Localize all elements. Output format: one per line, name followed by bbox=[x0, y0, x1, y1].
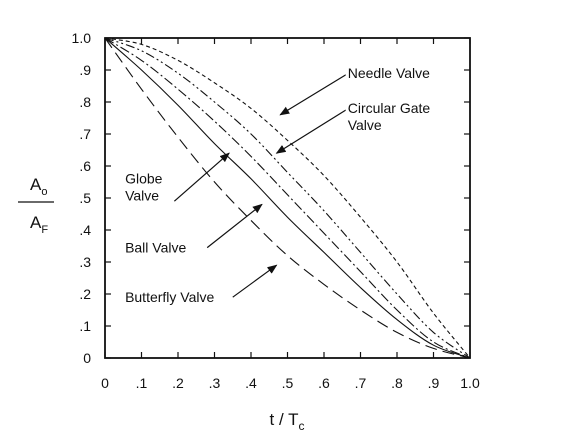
arrow-needle-valve bbox=[279, 74, 347, 116]
x-tick-label: .9 bbox=[428, 375, 440, 391]
y-label-numerator-main: A bbox=[30, 175, 42, 194]
curve-ball-valve bbox=[104, 37, 471, 359]
annotation-arrows-layer bbox=[173, 74, 347, 298]
x-tick-label: 1.0 bbox=[460, 375, 480, 391]
label-backdrop bbox=[123, 238, 189, 257]
label-backdrop bbox=[123, 169, 165, 205]
y-label-denominator-sub: F bbox=[41, 224, 48, 236]
arrow-butterfly-valve bbox=[232, 264, 278, 298]
label-line: Valve bbox=[125, 188, 159, 204]
x-axis-title-sub: c bbox=[298, 419, 304, 433]
x-tick-label: .5 bbox=[282, 375, 294, 391]
x-axis-title-main: t / T bbox=[270, 410, 299, 429]
x-tick-label: .8 bbox=[391, 375, 403, 391]
x-tick-label: .1 bbox=[136, 375, 148, 391]
y-tick-label: .9 bbox=[79, 62, 91, 78]
curve-circular-gate-valve bbox=[104, 37, 471, 359]
y-tick-label: .3 bbox=[79, 254, 91, 270]
x-tick-label: .7 bbox=[355, 375, 367, 391]
x-axis-title: t / Tc bbox=[270, 410, 305, 433]
x-tick-label: .4 bbox=[245, 375, 257, 391]
curve-needle-valve bbox=[104, 37, 471, 359]
curve-globe-valve bbox=[104, 37, 471, 359]
x-tick-label: .6 bbox=[318, 375, 330, 391]
label-backdrop bbox=[123, 288, 217, 306]
label-backdrop bbox=[345, 99, 433, 135]
arrow-globe-valve bbox=[173, 152, 230, 202]
y-tick-label: .8 bbox=[79, 94, 91, 110]
x-tick-label: 0 bbox=[101, 375, 109, 391]
label-line: Needle Valve bbox=[348, 65, 430, 81]
y-tick-label: .2 bbox=[79, 286, 91, 302]
label-line: Butterfly Valve bbox=[125, 289, 214, 305]
arrow-circular-gate-valve bbox=[275, 109, 347, 154]
y-tick-label: .7 bbox=[79, 126, 91, 142]
x-tick-label: .2 bbox=[172, 375, 184, 391]
y-tick-label: .5 bbox=[79, 190, 91, 206]
curves-layer bbox=[104, 37, 471, 359]
y-label-denominator: AF bbox=[30, 213, 48, 236]
label-ball-valve: Ball Valve bbox=[125, 239, 186, 255]
label-line: Ball Valve bbox=[125, 239, 186, 255]
arrow-ball-valve bbox=[206, 203, 263, 249]
y-tick-label: .6 bbox=[79, 158, 91, 174]
y-tick-label: .1 bbox=[79, 318, 91, 334]
label-line: Globe bbox=[125, 171, 163, 187]
x-axis-ticks: 0 .1 .2 .3 .4 .5 .6 .7 .8 .9 1.0 bbox=[101, 38, 480, 391]
label-line: Circular Gate bbox=[348, 100, 431, 116]
y-tick-label: .4 bbox=[79, 222, 91, 238]
label-needle-valve: Needle Valve bbox=[348, 65, 430, 81]
label-globe-valve: Globe Valve bbox=[125, 171, 163, 204]
label-butterfly-valve: Butterfly Valve bbox=[125, 289, 214, 305]
y-label-numerator: Ao bbox=[30, 175, 47, 198]
y-label-numerator-sub: o bbox=[41, 186, 47, 198]
y-tick-label: 1.0 bbox=[72, 30, 92, 46]
y-axis-ticks: 0 .1 .2 .3 .4 .5 .6 .7 .8 .9 1.0 bbox=[72, 30, 470, 366]
y-label-denominator-main: A bbox=[30, 213, 42, 232]
label-backdrop bbox=[345, 64, 433, 82]
y-tick-label: 0 bbox=[83, 350, 91, 366]
label-line: Valve bbox=[348, 117, 382, 133]
x-tick-label: .3 bbox=[209, 375, 221, 391]
label-circular-gate-valve: Circular Gate Valve bbox=[348, 100, 431, 133]
